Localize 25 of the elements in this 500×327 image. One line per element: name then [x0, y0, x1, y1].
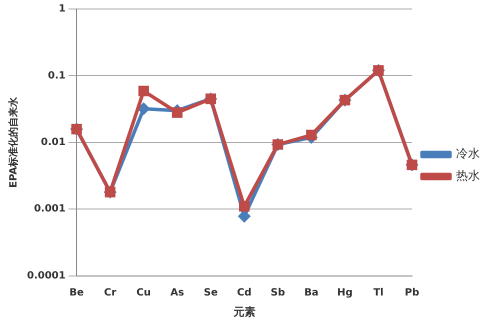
x-tick-label: Sb	[270, 287, 286, 298]
point	[239, 201, 250, 212]
x-tick-label: As	[170, 287, 184, 298]
y-tick-label: 0.001	[34, 204, 66, 215]
x-tick-label: Cr	[104, 287, 116, 298]
legend-label: 热水	[456, 168, 480, 183]
y-tick-label: 0.0001	[26, 270, 66, 282]
x-tick-label: Ba	[304, 287, 319, 298]
x-tick-label: Se	[204, 287, 218, 298]
y-tick-label: 1	[58, 4, 66, 15]
x-tick-label: Be	[69, 287, 84, 298]
y-axis-title: EPA标准化的自来水	[8, 96, 20, 188]
x-tick-label: Hg	[337, 287, 353, 298]
legend-label: 冷水	[456, 146, 480, 161]
point	[138, 102, 150, 114]
x-axis-title: 元素	[232, 305, 256, 318]
point	[138, 86, 149, 96]
point	[172, 107, 182, 118]
y-tick-label: 0.1	[48, 70, 66, 82]
x-tick-label: Tl	[373, 287, 384, 298]
x-tick-label: Cu	[136, 287, 151, 298]
y-tick-label: 0.01	[40, 136, 66, 148]
x-tick-label: Pb	[404, 287, 420, 298]
point	[306, 130, 317, 140]
x-tick-label: Cd	[237, 287, 252, 298]
